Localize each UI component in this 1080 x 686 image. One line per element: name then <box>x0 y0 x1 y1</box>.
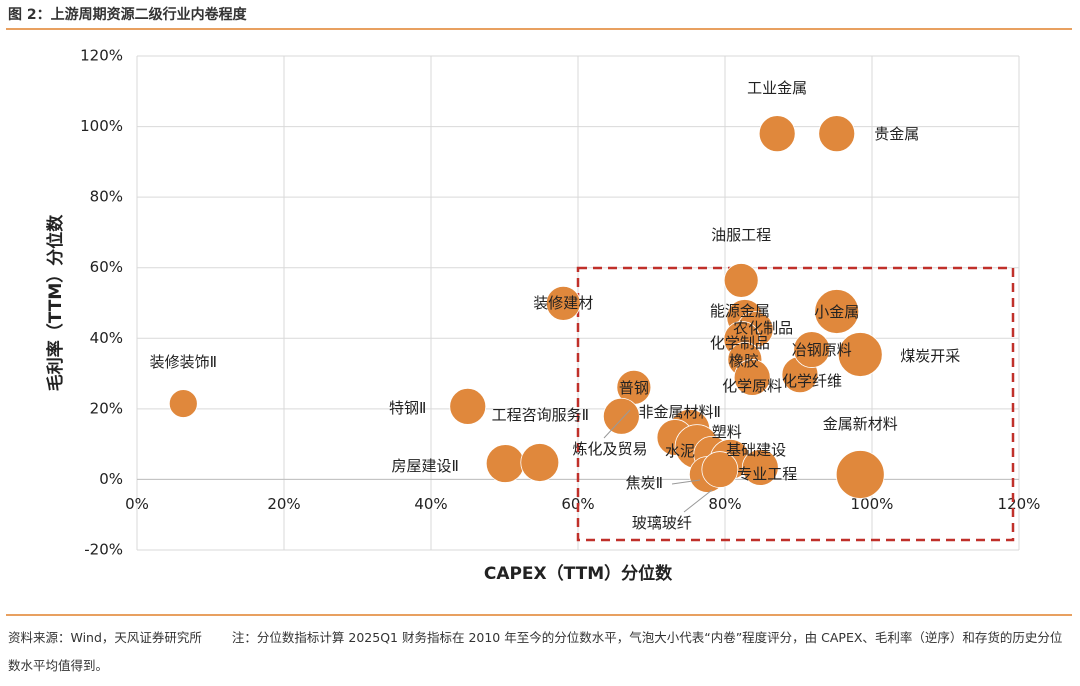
bubble <box>793 331 831 368</box>
x-tick-label: 100% <box>851 495 894 513</box>
bubble <box>837 332 883 377</box>
y-tick-label: 40% <box>90 329 123 347</box>
bubble <box>520 443 560 482</box>
data-label: 炼化及贸易 <box>573 440 648 458</box>
leader-line <box>683 489 713 513</box>
bubble <box>835 450 885 499</box>
y-tick-label: 20% <box>90 399 123 417</box>
data-label: 特钢Ⅱ <box>389 399 426 417</box>
data-label: 塑料 <box>712 423 742 441</box>
data-label: 焦炭Ⅱ <box>626 474 663 492</box>
bubble <box>741 449 779 486</box>
y-tick-label: 80% <box>90 188 123 206</box>
data-label: 普钢 <box>619 379 649 397</box>
y-axis-title: 毛利率（TTM）分位数 <box>45 214 66 391</box>
data-label: 玻璃玻纤 <box>632 514 692 532</box>
data-label: 水泥 <box>665 442 695 460</box>
footer: 资料来源：Wind，天风证券研究所 注：分位数指标计算 2025Q1 财务指标在 … <box>8 624 1072 680</box>
bubble <box>485 444 525 483</box>
bubble <box>723 263 759 298</box>
data-label: 装修建材 <box>533 294 593 312</box>
y-tick-label: 60% <box>90 258 123 276</box>
bubble <box>814 289 860 334</box>
note: 注：分位数指标计算 2025Q1 财务指标在 2010 年至今的分位数水平，气泡… <box>8 630 1063 673</box>
data-label: 贵金属 <box>874 125 919 143</box>
leader-line <box>671 479 701 485</box>
data-label: 能源金属 <box>710 302 770 320</box>
data-label: 金属新材料 <box>823 415 898 433</box>
data-label: 油服工程 <box>711 226 771 244</box>
data-label: 非金属材料Ⅱ <box>639 403 721 421</box>
plot: CAPEX（TTM）分位数 毛利率（TTM）分位数 -20% 0% 20% 40% 60… <box>45 47 1040 585</box>
leader-line <box>603 409 631 439</box>
bubble <box>449 387 487 425</box>
data-label: 煤炭开采 <box>900 347 960 365</box>
bubble <box>818 115 856 153</box>
source: 资料来源：Wind，天风证券研究所 <box>8 630 202 645</box>
y-tick-label: 0% <box>99 470 123 488</box>
highlight-box <box>576 266 1015 542</box>
data-label: 房屋建设Ⅱ <box>392 457 459 475</box>
data-label: 工程咨询服务Ⅱ <box>492 406 589 424</box>
data-label: 冶钢原料 <box>792 341 852 359</box>
data-label: 橡胶 <box>729 352 759 370</box>
data-label: 化学原料 <box>722 377 782 395</box>
footer-rule <box>6 614 1072 616</box>
data-label: 工业金属 <box>747 79 807 97</box>
data-label: 装修装饰Ⅱ <box>150 353 217 371</box>
x-axis-title: CAPEX（TTM）分位数 <box>484 563 673 584</box>
data-label: 化学纤维 <box>782 372 842 390</box>
figure-title: 图 2：上游周期资源二级行业内卷程度 <box>8 7 247 23</box>
bubble <box>733 359 771 396</box>
y-tick-label: -20% <box>84 541 123 559</box>
x-tick-label: 80% <box>708 495 741 513</box>
header-rule <box>6 28 1072 30</box>
x-tick-label: 120% <box>998 495 1041 513</box>
chart: CAPEX（TTM）分位数 毛利率（TTM）分位数 -20% 0% 20% 40% 60… <box>45 47 1040 585</box>
x-tick-label: 20% <box>267 495 300 513</box>
x-tick-label: 40% <box>414 495 447 513</box>
bubble <box>701 451 739 488</box>
data-label: 化学制品 <box>710 334 770 352</box>
data-label: 小金属 <box>814 303 859 321</box>
bubble <box>545 285 581 321</box>
bubble <box>602 397 640 435</box>
data-label: 专业工程 <box>737 465 797 483</box>
data-label: 基础建设 <box>726 441 786 459</box>
data-label: 农化制品 <box>733 319 793 337</box>
y-tick-label: 100% <box>80 117 123 135</box>
x-tick-label: 0% <box>125 495 149 513</box>
bubble <box>758 115 796 153</box>
bubble <box>168 389 198 418</box>
y-tick-label: 120% <box>80 47 123 65</box>
